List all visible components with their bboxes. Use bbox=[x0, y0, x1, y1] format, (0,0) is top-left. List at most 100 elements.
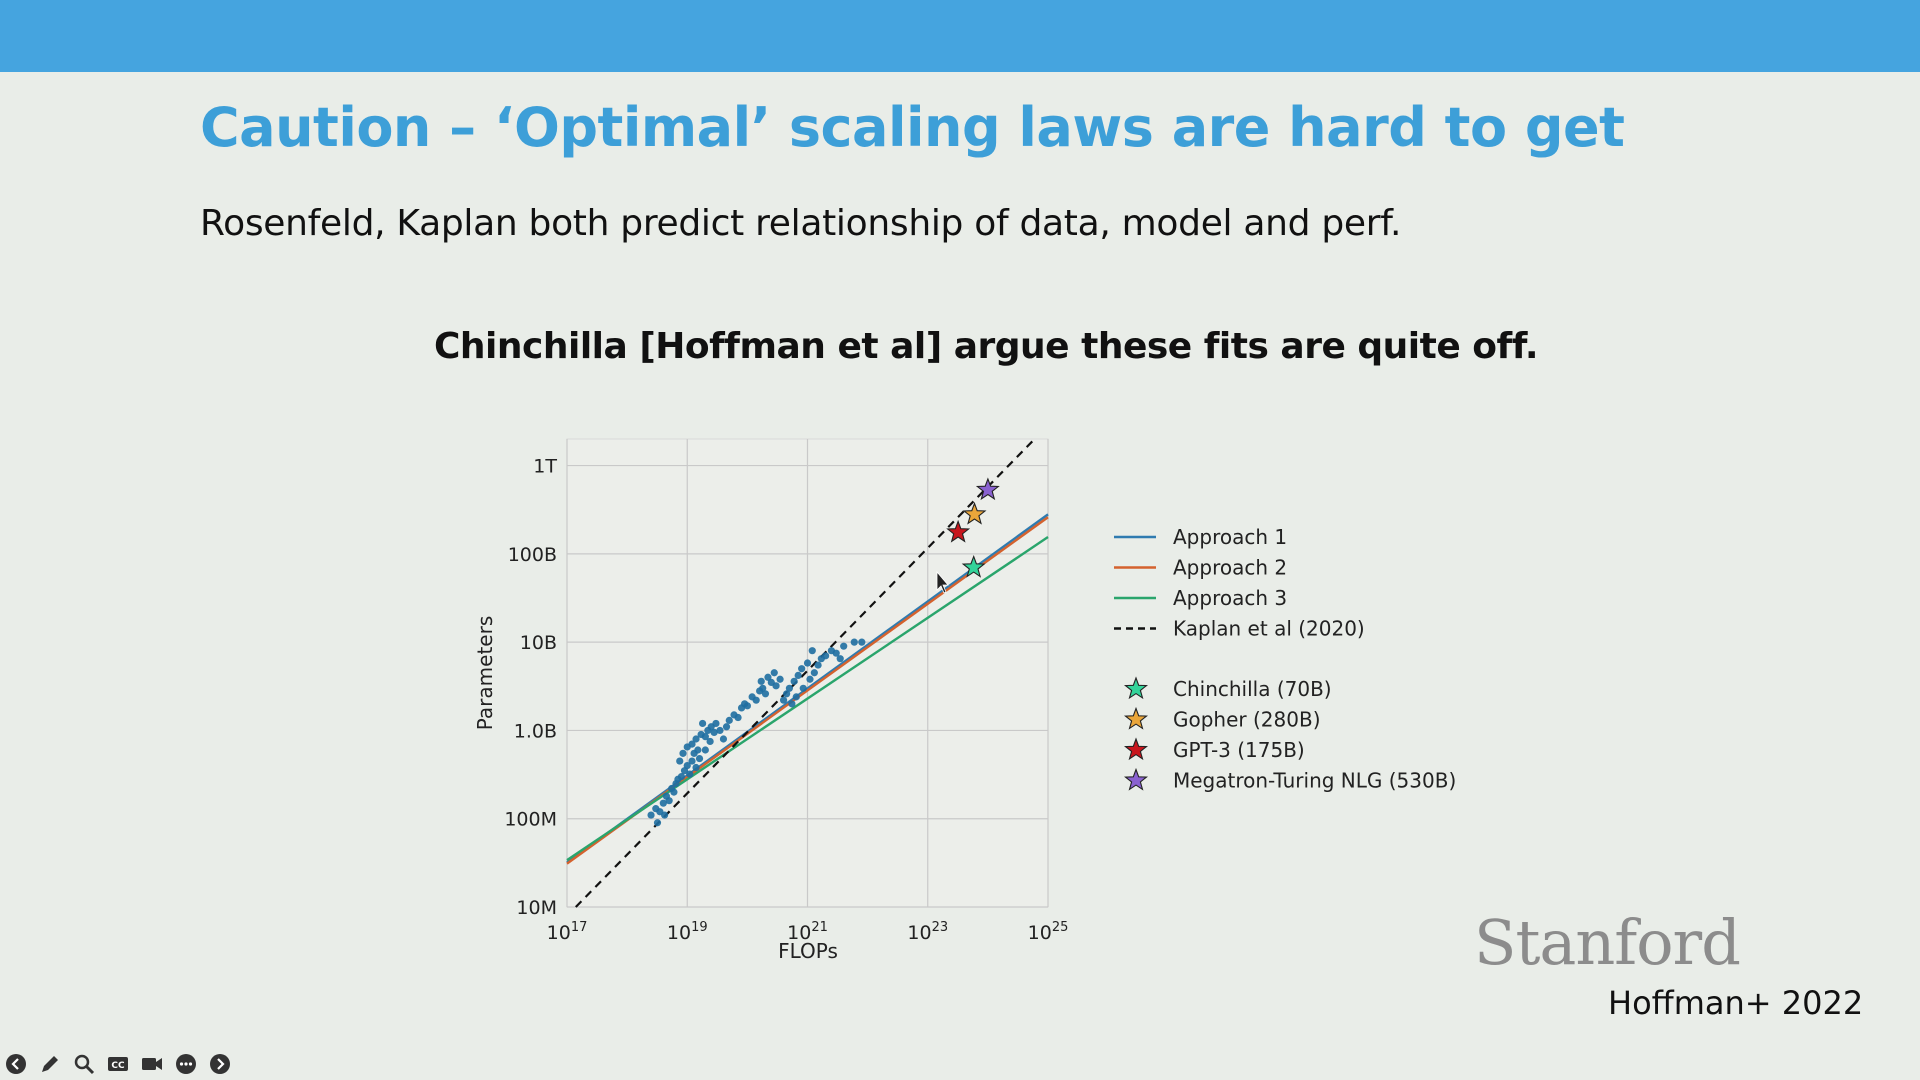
isoflop-point bbox=[752, 696, 760, 704]
slide-subtitle: Rosenfeld, Kaplan both predict relations… bbox=[200, 203, 1402, 244]
isoflop-point bbox=[799, 684, 807, 692]
zoom-icon[interactable] bbox=[72, 1052, 96, 1076]
back-icon[interactable] bbox=[4, 1052, 28, 1076]
legend-label: GPT-3 (175B) bbox=[1173, 738, 1305, 762]
x-tick-label: 1021 bbox=[787, 920, 828, 944]
isoflop-point bbox=[688, 757, 696, 765]
isoflop-point bbox=[706, 737, 714, 746]
citation: Hoffman+ 2022 bbox=[1608, 984, 1864, 1022]
model-star bbox=[962, 501, 987, 525]
isoflop-point bbox=[794, 671, 802, 680]
isoflop-point bbox=[788, 700, 796, 708]
model-star bbox=[975, 477, 1000, 501]
isoflop-point bbox=[677, 772, 686, 781]
isoflop-point bbox=[722, 723, 731, 731]
isoflop-point bbox=[712, 719, 720, 728]
model-star bbox=[946, 519, 971, 543]
x-axis-ticks: 1017 1019 1021 1023 1025 bbox=[547, 920, 1069, 944]
legend-label: Approach 1 bbox=[1173, 525, 1287, 549]
slide-title: Caution – ‘Optimal’ scaling laws are har… bbox=[200, 96, 1625, 159]
player-toolbar: CC bbox=[4, 1052, 232, 1076]
isoflop-point bbox=[679, 749, 687, 757]
forward-icon[interactable] bbox=[208, 1052, 232, 1076]
y-tick-label: 100M bbox=[504, 809, 557, 831]
isoflop-point bbox=[701, 746, 709, 754]
isoflop-point bbox=[710, 728, 718, 736]
slide-claim: Chinchilla [Hoffman et al] argue these f… bbox=[434, 326, 1539, 367]
isoflop-point bbox=[764, 673, 772, 681]
legend-label: Chinchilla (70B) bbox=[1173, 677, 1332, 701]
isoflop-point bbox=[806, 675, 814, 683]
mouse-cursor-icon bbox=[936, 570, 949, 594]
isoflop-point bbox=[759, 684, 767, 692]
cc-icon[interactable]: CC bbox=[106, 1052, 130, 1076]
isoflop-point bbox=[783, 690, 791, 698]
camera-icon[interactable] bbox=[140, 1052, 164, 1076]
isoflop-point bbox=[814, 661, 822, 669]
legend-label: Gopher (280B) bbox=[1173, 708, 1321, 732]
isoflop-point bbox=[647, 811, 655, 819]
legend-star bbox=[1123, 706, 1149, 730]
isoflop-point bbox=[670, 788, 678, 796]
isoflop-point bbox=[776, 675, 784, 683]
isoflop-point bbox=[803, 659, 812, 667]
y-axis-ticks: 10M 100M 1.0B 10B 100B 1T bbox=[504, 456, 557, 919]
isoflop-point bbox=[779, 696, 788, 704]
isoflop-point bbox=[761, 690, 770, 698]
isoflop-point bbox=[725, 716, 733, 724]
isoflop-point bbox=[676, 757, 684, 765]
isoflop-point bbox=[701, 733, 709, 741]
isoflop-point bbox=[743, 702, 751, 710]
legend-label: Megatron-Turing NLG (530B) bbox=[1173, 769, 1456, 793]
pen-icon[interactable] bbox=[38, 1052, 62, 1076]
more-icon[interactable] bbox=[174, 1052, 198, 1076]
grid-lines bbox=[566, 439, 1049, 908]
isoflop-point bbox=[659, 799, 667, 807]
y-tick-label: 1T bbox=[533, 456, 557, 478]
isoflop-point bbox=[821, 652, 830, 660]
legend-label: Approach 3 bbox=[1173, 586, 1287, 610]
legend: Approach 1 Approach 2 Approach 3 Kaplan et … bbox=[1114, 525, 1456, 793]
y-tick-label: 10M bbox=[516, 897, 557, 919]
isoflop-point bbox=[792, 693, 800, 701]
isoflop-point bbox=[798, 665, 806, 673]
isoflop-point bbox=[716, 726, 724, 735]
isoflop-point bbox=[665, 797, 673, 805]
legend-star bbox=[1123, 676, 1149, 700]
x-axis-label: FLOPs bbox=[778, 939, 838, 963]
isoflop-point bbox=[785, 684, 794, 692]
isoflop-point bbox=[686, 770, 694, 778]
x-tick-label: 1019 bbox=[667, 920, 708, 944]
x-tick-label: 1025 bbox=[1028, 920, 1069, 944]
isoflop-point bbox=[850, 638, 858, 646]
scatter-points bbox=[647, 638, 866, 827]
y-axis-label: Parameters bbox=[473, 616, 497, 730]
isoflop-point bbox=[695, 754, 704, 763]
x-tick-label: 1023 bbox=[907, 920, 948, 944]
legend-star bbox=[1123, 767, 1149, 791]
isoflop-point bbox=[770, 669, 778, 677]
isoflop-point bbox=[683, 761, 691, 770]
isoflop-point bbox=[790, 677, 798, 685]
isoflop-point bbox=[836, 655, 844, 663]
isoflop-point bbox=[719, 735, 728, 743]
isoflop-point bbox=[692, 735, 700, 743]
isoflop-point bbox=[832, 649, 840, 657]
model-stars bbox=[946, 477, 1000, 578]
model-star bbox=[961, 554, 986, 578]
stanford-logo: Stanford bbox=[1474, 906, 1741, 979]
isoflop-point bbox=[734, 713, 742, 722]
isoflop-point bbox=[653, 819, 662, 827]
y-tick-label: 10B bbox=[520, 632, 557, 654]
y-tick-label: 100B bbox=[508, 544, 557, 566]
series-line bbox=[575, 438, 1036, 908]
isoflop-point bbox=[694, 746, 702, 754]
legend-label: Approach 2 bbox=[1173, 556, 1287, 580]
isoflop-point bbox=[808, 647, 816, 655]
legend-star bbox=[1123, 737, 1149, 761]
top-bar bbox=[0, 0, 1920, 72]
legend-label: Kaplan et al (2020) bbox=[1173, 617, 1365, 641]
isoflop-point bbox=[840, 642, 848, 650]
isoflop-point bbox=[688, 740, 696, 748]
